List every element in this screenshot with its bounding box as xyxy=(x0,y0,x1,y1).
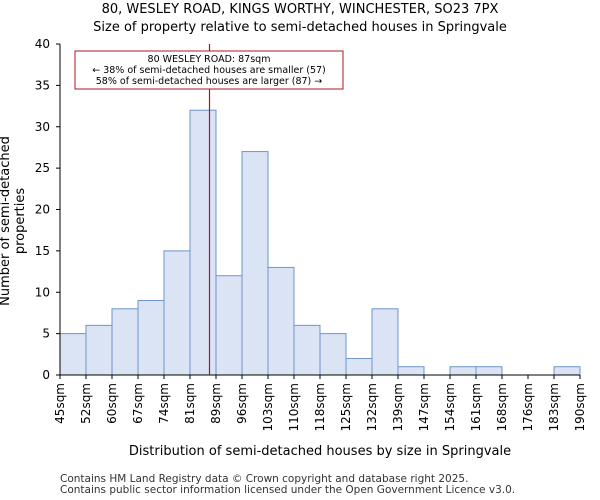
y-axis-label: Number of semi-detached properties xyxy=(0,136,28,306)
bar-154sqm xyxy=(449,366,477,376)
x-tick-label: 132sqm xyxy=(365,383,379,431)
annotation-line-1: 80 WESLEY ROAD: 87sqm xyxy=(148,54,271,65)
bar-60sqm xyxy=(111,308,139,376)
y-tick-label: 20 xyxy=(35,203,50,217)
bar-45sqm xyxy=(59,333,87,376)
x-tick-label: 183sqm xyxy=(547,383,561,431)
bar-183sqm xyxy=(553,366,581,376)
chart-subtitle: Size of property relative to semi-detach… xyxy=(93,20,507,35)
x-tick-label: 96sqm xyxy=(235,383,249,424)
bar-67sqm xyxy=(137,300,165,376)
annotation-line-2: ← 38% of semi-detached houses are smalle… xyxy=(92,65,326,76)
y-tick-label: 25 xyxy=(35,161,50,175)
bar-81sqm xyxy=(189,109,217,376)
footer-licence: Contains public sector information licen… xyxy=(60,484,516,496)
bar-74sqm xyxy=(163,250,191,376)
y-tick-label: 0 xyxy=(42,368,50,382)
x-tick-label: 176sqm xyxy=(521,383,535,431)
x-tick-label: 45sqm xyxy=(53,383,67,424)
bar-132sqm xyxy=(371,308,399,376)
annotation-box: 80 WESLEY ROAD: 87sqm ← 38% of semi-deta… xyxy=(74,50,344,90)
bar-125sqm xyxy=(345,357,373,376)
y-tick-label: 10 xyxy=(35,285,50,299)
y-tick-label: 40 xyxy=(35,37,50,51)
bar-118sqm xyxy=(319,333,347,376)
chart-title: 80, WESLEY ROAD, KINGS WORTHY, WINCHESTE… xyxy=(101,2,499,17)
x-tick-label: 81sqm xyxy=(183,383,197,424)
y-tick-label: 15 xyxy=(35,244,50,258)
bars-layer xyxy=(59,109,581,376)
bar-89sqm xyxy=(215,275,243,376)
x-axis-label: Distribution of semi-detached houses by … xyxy=(128,444,512,459)
x-tick-label: 67sqm xyxy=(131,383,145,424)
x-tick-label: 74sqm xyxy=(157,383,171,424)
bar-139sqm xyxy=(397,366,425,376)
axes-layer: 0 5 10 15 20 25 30 35 40 45sqm 52sqm 60sqm 67sqm 74sq… xyxy=(35,37,587,431)
bar-110sqm xyxy=(293,324,321,376)
x-tick-label: 110sqm xyxy=(287,383,301,431)
x-tick-label: 125sqm xyxy=(339,383,353,431)
x-tick-label: 168sqm xyxy=(495,383,509,431)
x-tick-label: 103sqm xyxy=(261,383,275,431)
x-tick-label: 89sqm xyxy=(209,383,223,424)
annotation-line-3: 58% of semi-detached houses are larger (… xyxy=(96,76,323,87)
x-tick-label: 190sqm xyxy=(573,383,587,431)
y-tick-label: 5 xyxy=(42,327,50,341)
bar-52sqm xyxy=(85,324,113,376)
x-tick-label: 118sqm xyxy=(313,383,327,431)
bar-161sqm xyxy=(475,366,503,376)
x-tick-label: 60sqm xyxy=(105,383,119,424)
x-tick-label: 161sqm xyxy=(469,383,483,431)
annotation-frame xyxy=(74,50,344,90)
x-tick-label: 139sqm xyxy=(391,383,405,431)
footer-copyright: Contains HM Land Registry data © Crown c… xyxy=(60,473,469,485)
bar-96sqm xyxy=(241,151,269,376)
x-tick-label: 154sqm xyxy=(443,383,457,431)
y-tick-label: 35 xyxy=(35,78,50,92)
x-tick-label: 147sqm xyxy=(417,383,431,431)
x-tick-label: 52sqm xyxy=(79,383,93,424)
bar-103sqm xyxy=(267,266,295,376)
y-tick-label: 30 xyxy=(35,120,50,134)
